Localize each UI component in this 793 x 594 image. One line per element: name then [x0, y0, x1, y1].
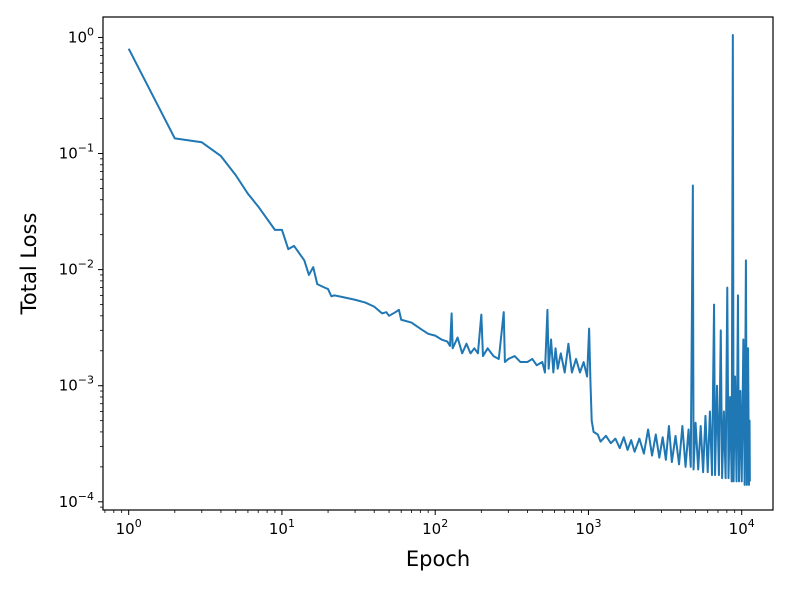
series-layer	[127, 33, 751, 486]
y-tick-label: 10−2	[59, 258, 94, 279]
minor-ticks	[100, 42, 736, 513]
x-axis-title: Epoch	[406, 547, 470, 571]
x-tick-label: 100	[116, 517, 142, 538]
y-axis-title: Total Loss	[17, 213, 41, 316]
x-tick-label: 104	[729, 517, 755, 538]
x-tick-label: 103	[575, 517, 601, 538]
y-tick-label: 10−3	[59, 374, 94, 395]
plot-frame	[102, 16, 774, 511]
y-tick-label: 100	[68, 25, 94, 46]
x-tick-label: 101	[269, 517, 295, 538]
major-ticks: 100 101 102 103 104 100 10−1 10−2 10−3 10−4	[59, 25, 755, 538]
y-tick-label: 10−4	[59, 490, 94, 511]
x-tick-label: 102	[422, 517, 448, 538]
loss-series-line	[127, 33, 751, 486]
y-tick-label: 10−1	[59, 142, 94, 163]
